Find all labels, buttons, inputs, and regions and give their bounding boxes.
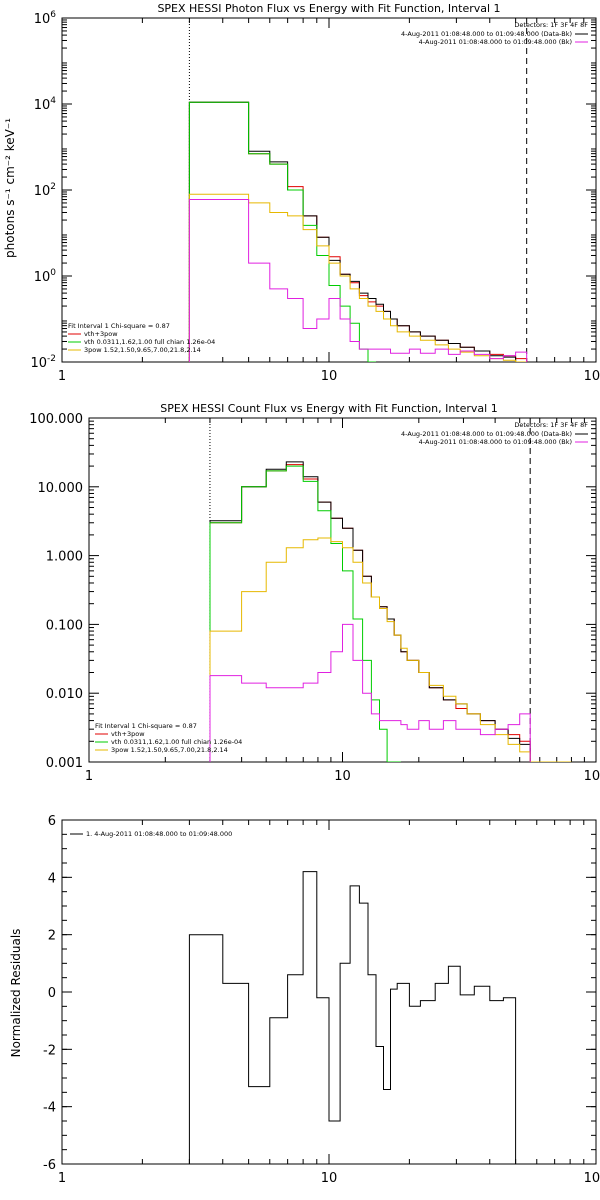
- y-tick-base: 0.001: [46, 756, 83, 771]
- x-tick-label: 100: [584, 769, 600, 784]
- y-tick-exponent: -2: [47, 354, 56, 364]
- y-tick-base: 0.010: [46, 687, 83, 702]
- series-group: [209, 461, 572, 762]
- fit-legend-header: Fit Interval 1 Chi-square = 0.87: [68, 322, 170, 330]
- fit-legend-entry: vth+3pow: [84, 330, 118, 338]
- x-tick-label: 100: [584, 1171, 600, 1186]
- y-tick-label: 0.100: [46, 618, 83, 633]
- y-tick-base: -2: [43, 1043, 56, 1058]
- y-tick-base: 1.000: [46, 550, 83, 565]
- y-tick-base: 10: [34, 12, 51, 27]
- y-tick-label: 6: [48, 814, 56, 829]
- fit-legend-entry: 3pow 1.52,1.50,9.65,7.00,21.8,2.14: [111, 746, 228, 754]
- y-tick-base: 4: [48, 871, 56, 886]
- x-tick-label: 1: [58, 369, 66, 384]
- y-tick-base: -4: [43, 1101, 56, 1116]
- y-tick-base: 10: [34, 184, 51, 199]
- y-tick-base: 2: [48, 929, 56, 944]
- series-line-3: [209, 537, 572, 762]
- y-tick-label: 100: [34, 268, 57, 285]
- y-tick-base: 10.000: [38, 481, 84, 496]
- y-tick-base: 10: [34, 270, 51, 285]
- x-tick-label: 1: [85, 769, 93, 784]
- y-tick-base: 0.100: [46, 618, 83, 633]
- y-tick-exponent: 0: [50, 268, 56, 278]
- legend-header: Detectors: 1F 3F 4F 8F: [514, 421, 588, 429]
- series-group: [188, 871, 527, 1164]
- series-line-0: [188, 871, 527, 1164]
- x-tick-label: 10: [321, 1171, 338, 1186]
- series-group: [188, 101, 528, 362]
- y-tick-label: 1.000: [46, 550, 83, 565]
- series-line-4: [209, 623, 531, 762]
- legend-entry-text: 4-Aug-2011 01:08:48.000 to 01:09:48.000 …: [419, 38, 572, 46]
- count-flux-panel: SPEX HESSI Count Flux vs Energy with Fit…: [29, 402, 600, 784]
- y-tick-label: 106: [34, 10, 57, 27]
- photon-flux-ylabel: photons s⁻¹ cm⁻² keV⁻¹: [3, 118, 17, 258]
- y-tick-label: -2: [43, 1043, 56, 1058]
- legend-entry-text: 4-Aug-2011 01:08:48.000 to 01:09:48.000 …: [401, 30, 572, 38]
- legend-entry-text: 4-Aug-2011 01:08:48.000 to 01:09:48.000 …: [401, 430, 572, 438]
- residual-legend-entry: 1. 4-Aug-2011 01:08:48.000 to 01:09:48.0…: [86, 830, 232, 838]
- y-tick-label: 100.000: [29, 412, 83, 427]
- y-tick-label: 4: [48, 871, 56, 886]
- y-tick-label: 0.001: [46, 756, 83, 771]
- y-tick-base: 100.000: [29, 412, 83, 427]
- series-line-4: [188, 199, 528, 362]
- y-tick-base: -6: [43, 1158, 56, 1173]
- x-tick-label: 1: [58, 1171, 66, 1186]
- y-tick-label: 104: [34, 96, 57, 113]
- legend-header: Detectors: 1F 3F 4F 8F: [514, 21, 588, 29]
- photon-flux-panel: SPEX HESSI Photon Flux vs Energy with Fi…: [3, 2, 600, 384]
- y-tick-label: 102: [34, 182, 56, 199]
- y-tick-base: 10: [30, 356, 47, 371]
- y-tick-label: 10.000: [38, 481, 84, 496]
- y-tick-exponent: 6: [50, 10, 56, 20]
- count-flux-plot: 1 10 100 0.001 0.010 0.100 1.000 10.000 100.000 D…: [29, 412, 600, 784]
- residuals-plot: 1 10 100 -6 -4 -2 0 2 4 6 1. 4-Aug-2011 01:08:48.0…: [43, 814, 600, 1186]
- y-tick-label: -6: [43, 1158, 56, 1173]
- y-tick-label: 10-2: [30, 354, 56, 371]
- fit-legend-header: Fit Interval 1 Chi-square = 0.87: [95, 722, 197, 730]
- photon-flux-title: SPEX HESSI Photon Flux vs Energy with Fi…: [157, 2, 500, 15]
- series-line-3: [188, 193, 527, 362]
- y-tick-label: 0.010: [46, 687, 83, 702]
- fit-legend-entry: 3pow 1.52,1.50,9.65,7.00,21.8,2.14: [84, 346, 201, 354]
- y-tick-base: 10: [34, 98, 51, 113]
- y-tick-label: 0: [48, 986, 56, 1001]
- y-tick-exponent: 2: [50, 182, 56, 192]
- fit-legend-entry: vth 0.0311,1.62,1.00 full chian 1.26e-04: [111, 738, 242, 746]
- x-tick-label: 10: [334, 769, 351, 784]
- residuals-ylabel: Normalized Residuals: [9, 929, 23, 1058]
- y-tick-label: -4: [43, 1101, 56, 1116]
- x-tick-label: 100: [584, 369, 600, 384]
- count-flux-title: SPEX HESSI Count Flux vs Energy with Fit…: [160, 402, 497, 415]
- residuals-panel: Normalized Residuals 1 10 100 -6 -4 -2 0 2 4 6 1. …: [9, 814, 600, 1186]
- fit-legend-entry: vth+3pow: [111, 730, 145, 738]
- y-tick-exponent: 4: [50, 96, 56, 106]
- x-tick-label: 10: [321, 369, 338, 384]
- fit-legend-entry: vth 0.0311,1.62,1.00 full chian 1.26e-04: [84, 338, 215, 346]
- legend-entry-text: 4-Aug-2011 01:08:48.000 to 01:09:48.000 …: [419, 438, 572, 446]
- y-tick-base: 0: [48, 986, 56, 1001]
- y-tick-label: 2: [48, 929, 56, 944]
- y-tick-base: 6: [48, 814, 56, 829]
